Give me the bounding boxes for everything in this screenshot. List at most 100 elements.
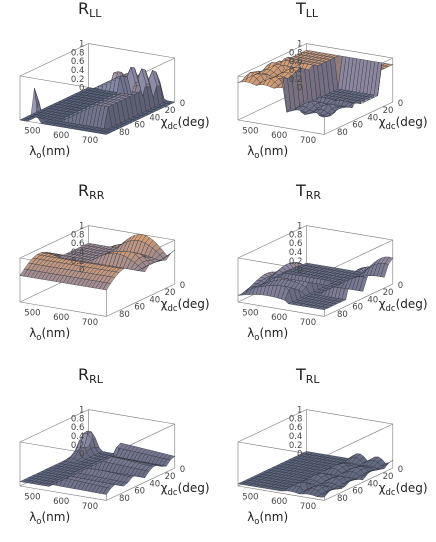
x-tick-label: 600 xyxy=(53,313,69,323)
z-tick-label: 1 xyxy=(79,222,84,232)
y-axis-label: χdc(deg) xyxy=(161,481,210,498)
y-tick-label: 40 xyxy=(149,113,160,123)
x-tick-label: 600 xyxy=(271,131,287,141)
x-axis-label: λo(nm) xyxy=(247,326,288,343)
x-tick-label: 700 xyxy=(300,318,316,328)
surface-cell xyxy=(384,460,393,466)
y-tick-label: 80 xyxy=(119,494,130,504)
x-tick-label: 500 xyxy=(242,126,258,136)
z-tick-label: 0.8 xyxy=(289,230,303,240)
y-tick-label: 60 xyxy=(352,487,363,497)
z-tick-label: 0.8 xyxy=(289,48,303,58)
surface-mesh xyxy=(19,66,175,135)
z-tick-label: 0.8 xyxy=(71,414,85,424)
z-tick-label: 0 xyxy=(297,266,302,276)
z-tick-label: 0.2 xyxy=(289,75,303,85)
surface-mesh xyxy=(19,430,175,495)
y-tick-label: 20 xyxy=(383,472,394,482)
z-tick-label: 0.4 xyxy=(289,248,303,258)
z-tick-label: 0.4 xyxy=(289,66,303,76)
y-tick-label: 20 xyxy=(165,288,176,298)
x-tick-label: 700 xyxy=(82,318,98,328)
x-tick-label: 700 xyxy=(82,502,98,512)
z-tick-label: 1 xyxy=(297,40,302,50)
y-tick-label: 20 xyxy=(165,472,176,482)
x-tick-label: 500 xyxy=(24,308,40,318)
z-tick-label: 0.6 xyxy=(289,423,303,433)
z-tick-label: 0.6 xyxy=(289,239,303,249)
z-tick-label: 0.2 xyxy=(71,441,85,451)
panel-title: TLL xyxy=(295,0,319,20)
z-tick-label: 0.6 xyxy=(289,57,303,67)
surface-mesh xyxy=(237,451,393,498)
z-tick-label: 0.2 xyxy=(71,257,85,267)
y-tick-label: 0 xyxy=(180,281,185,291)
y-tick-label: 80 xyxy=(119,128,130,138)
x-tick-label: 600 xyxy=(271,497,287,507)
z-tick-label: 0 xyxy=(79,84,84,94)
y-tick-label: 80 xyxy=(337,128,348,138)
z-tick-label: 1 xyxy=(79,40,84,50)
y-tick-label: 0 xyxy=(180,99,185,109)
surface-mesh xyxy=(237,256,393,310)
surface-cell xyxy=(166,455,175,461)
y-axis-label: χdc(deg) xyxy=(379,297,428,314)
z-tick-label: 0.2 xyxy=(289,441,303,451)
x-tick-label: 500 xyxy=(24,126,40,136)
panel-title: TRR xyxy=(295,181,321,202)
y-axis-label: χdc(deg) xyxy=(161,297,210,314)
y-tick-label: 60 xyxy=(134,303,145,313)
y-tick-label: 80 xyxy=(119,310,130,320)
z-tick-label: 0.4 xyxy=(71,432,85,442)
x-axis-label: λo(nm) xyxy=(29,326,70,343)
z-tick-label: 0 xyxy=(297,84,302,94)
y-axis-label: χdc(deg) xyxy=(161,115,210,132)
x-axis-label: λo(nm) xyxy=(247,144,288,161)
x-tick-label: 700 xyxy=(300,502,316,512)
x-axis-label: λo(nm) xyxy=(247,510,288,527)
y-tick-label: 80 xyxy=(337,494,348,504)
panel-title: RLL xyxy=(78,0,102,20)
y-axis-label: χdc(deg) xyxy=(379,115,428,132)
y-tick-label: 40 xyxy=(367,295,378,305)
surface-mesh xyxy=(237,50,393,118)
x-axis-label: λo(nm) xyxy=(29,510,70,527)
y-tick-label: 0 xyxy=(398,281,403,291)
x-tick-label: 500 xyxy=(242,308,258,318)
y-tick-label: 0 xyxy=(398,99,403,109)
z-tick-label: 0.4 xyxy=(71,66,85,76)
z-tick-label: 1 xyxy=(297,222,302,232)
y-tick-label: 20 xyxy=(383,288,394,298)
z-tick-label: 0 xyxy=(79,266,84,276)
x-tick-label: 500 xyxy=(24,492,40,502)
surface-mesh xyxy=(19,234,175,291)
panel-title: TRL xyxy=(295,365,320,386)
z-tick-label: 0.6 xyxy=(71,239,85,249)
y-tick-label: 40 xyxy=(367,113,378,123)
z-tick-label: 0.8 xyxy=(289,414,303,424)
x-axis-label: λo(nm) xyxy=(29,144,70,161)
z-tick-label: 0 xyxy=(297,450,302,460)
panel-title: RRR xyxy=(78,181,105,202)
z-tick-label: 0.4 xyxy=(289,432,303,442)
x-tick-label: 500 xyxy=(242,492,258,502)
z-tick-label: 0.8 xyxy=(71,230,85,240)
x-tick-label: 700 xyxy=(82,136,98,146)
z-tick-label: 0.6 xyxy=(71,57,85,67)
x-tick-label: 600 xyxy=(271,313,287,323)
y-tick-label: 60 xyxy=(352,303,363,313)
z-tick-label: 1 xyxy=(297,406,302,416)
y-tick-label: 40 xyxy=(149,295,160,305)
x-tick-label: 600 xyxy=(53,131,69,141)
y-tick-label: 60 xyxy=(134,487,145,497)
y-tick-label: 60 xyxy=(134,121,145,131)
z-tick-label: 0.2 xyxy=(289,257,303,267)
y-tick-label: 0 xyxy=(398,465,403,475)
